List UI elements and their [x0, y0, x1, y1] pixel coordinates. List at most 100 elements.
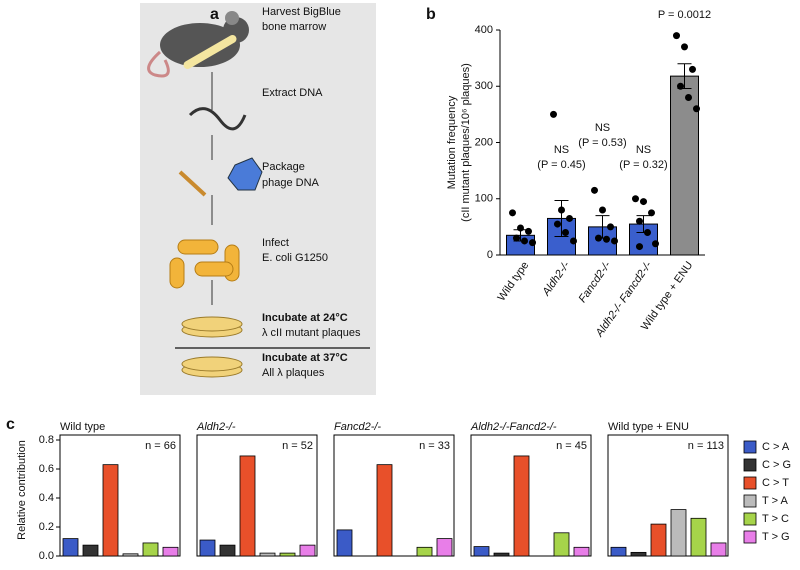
plot-frame: [333, 434, 455, 557]
bar: [670, 75, 699, 256]
bar: [416, 546, 433, 557]
sample-size: n = 66: [145, 440, 176, 452]
y-tick-label: 0.0: [39, 550, 54, 562]
bar: [710, 542, 727, 557]
significance-label: (P = 0.53): [578, 137, 626, 149]
legend-label: T > C: [762, 513, 789, 525]
y-tick-label: 0.2: [39, 521, 54, 533]
data-point: [693, 105, 700, 113]
p-value: P = 0.0012: [658, 9, 711, 21]
phage-tail: [178, 170, 207, 197]
bar: [436, 538, 453, 557]
x-tick-label: Aldh2-/-: [540, 259, 573, 299]
data-point: [603, 235, 610, 243]
legend-label: C > A: [762, 441, 790, 453]
data-point: [570, 237, 577, 245]
data-point: [517, 224, 524, 232]
significance-label: (P = 0.32): [619, 159, 667, 171]
significance-label: (P = 0.45): [537, 159, 585, 171]
legend-swatch: [743, 494, 757, 508]
legend-label: T > A: [762, 495, 788, 507]
legend-swatch: [743, 440, 757, 454]
legend-label: C > G: [762, 459, 791, 471]
y-tick-label: 200: [475, 136, 493, 148]
data-point: [652, 240, 659, 248]
bar: [122, 553, 139, 557]
bar: [630, 551, 647, 557]
data-point: [636, 243, 643, 251]
data-point: [591, 186, 598, 194]
legend-swatch: [743, 530, 757, 544]
bar: [493, 552, 510, 557]
sample-size: n = 45: [556, 440, 587, 452]
bar: [102, 464, 119, 557]
legend-swatch: [743, 476, 757, 490]
data-point: [595, 234, 602, 242]
legend-swatch: [743, 512, 757, 526]
significance-label: NS: [595, 122, 610, 134]
data-point: [558, 206, 565, 214]
bar: [573, 546, 590, 557]
data-point: [554, 220, 561, 228]
step-label: Incubate at 37°C: [262, 352, 348, 364]
data-point: [644, 229, 651, 236]
panel-label: c: [6, 416, 15, 433]
y-axis-label: Mutation frequency: [446, 95, 458, 189]
dna-icon: [188, 107, 247, 131]
bar: [142, 542, 159, 557]
data-point: [648, 209, 655, 217]
data-point: [640, 198, 647, 206]
bar: [219, 544, 236, 557]
step-label: Harvest BigBlue: [262, 6, 341, 18]
bar: [610, 546, 627, 557]
bar: [239, 455, 256, 557]
bar: [690, 517, 707, 557]
plot-frame: [607, 434, 729, 557]
y-tick-label: 0.6: [39, 463, 54, 475]
plate-icons: [181, 316, 243, 378]
step-label: Infect: [262, 237, 289, 249]
chart-title: Aldh2-/-: [196, 421, 236, 433]
data-point: [599, 206, 606, 214]
legend-label: C > T: [762, 477, 789, 489]
step-label: Incubate at 24°C: [262, 312, 348, 324]
bar: [670, 509, 687, 557]
step-label: λ cII mutant plaques: [262, 327, 361, 339]
y-tick-label: 300: [475, 80, 493, 92]
data-point: [607, 223, 614, 231]
flow-arrows: [175, 72, 370, 349]
panel-label: a: [210, 6, 219, 23]
chart-title: Wild type + ENU: [608, 421, 689, 433]
bar: [650, 523, 667, 557]
panel-label: b: [426, 6, 436, 23]
bar: [553, 532, 570, 557]
bar: [82, 544, 99, 557]
step-label: phage DNA: [262, 177, 320, 189]
x-tick-label: Wild type: [496, 260, 532, 304]
bar: [162, 546, 179, 557]
bar: [336, 529, 353, 557]
bar: [513, 455, 530, 557]
data-point: [550, 110, 557, 118]
data-point: [689, 65, 696, 73]
mouse-icon: [147, 11, 249, 78]
data-point: [521, 237, 528, 245]
step-label: Package: [262, 161, 305, 173]
chart-title: Aldh2-/-Fancd2-/-: [470, 421, 557, 433]
bar: [376, 464, 393, 557]
data-point: [566, 214, 573, 222]
step-label: Extract DNA: [262, 87, 323, 99]
phage-icon: [227, 157, 263, 191]
sample-size: n = 52: [282, 440, 313, 452]
data-point: [611, 237, 618, 245]
step-label: All λ plaques: [262, 367, 325, 379]
error-bar: [554, 199, 569, 237]
bacteria-icon: [169, 239, 240, 289]
step-label: E. coli G1250: [262, 252, 328, 264]
y-tick-label: 400: [475, 24, 493, 36]
bar: [259, 552, 276, 557]
data-point: [636, 217, 643, 225]
y-tick-label: 0.4: [39, 492, 54, 504]
legend-label: T > G: [762, 531, 790, 543]
